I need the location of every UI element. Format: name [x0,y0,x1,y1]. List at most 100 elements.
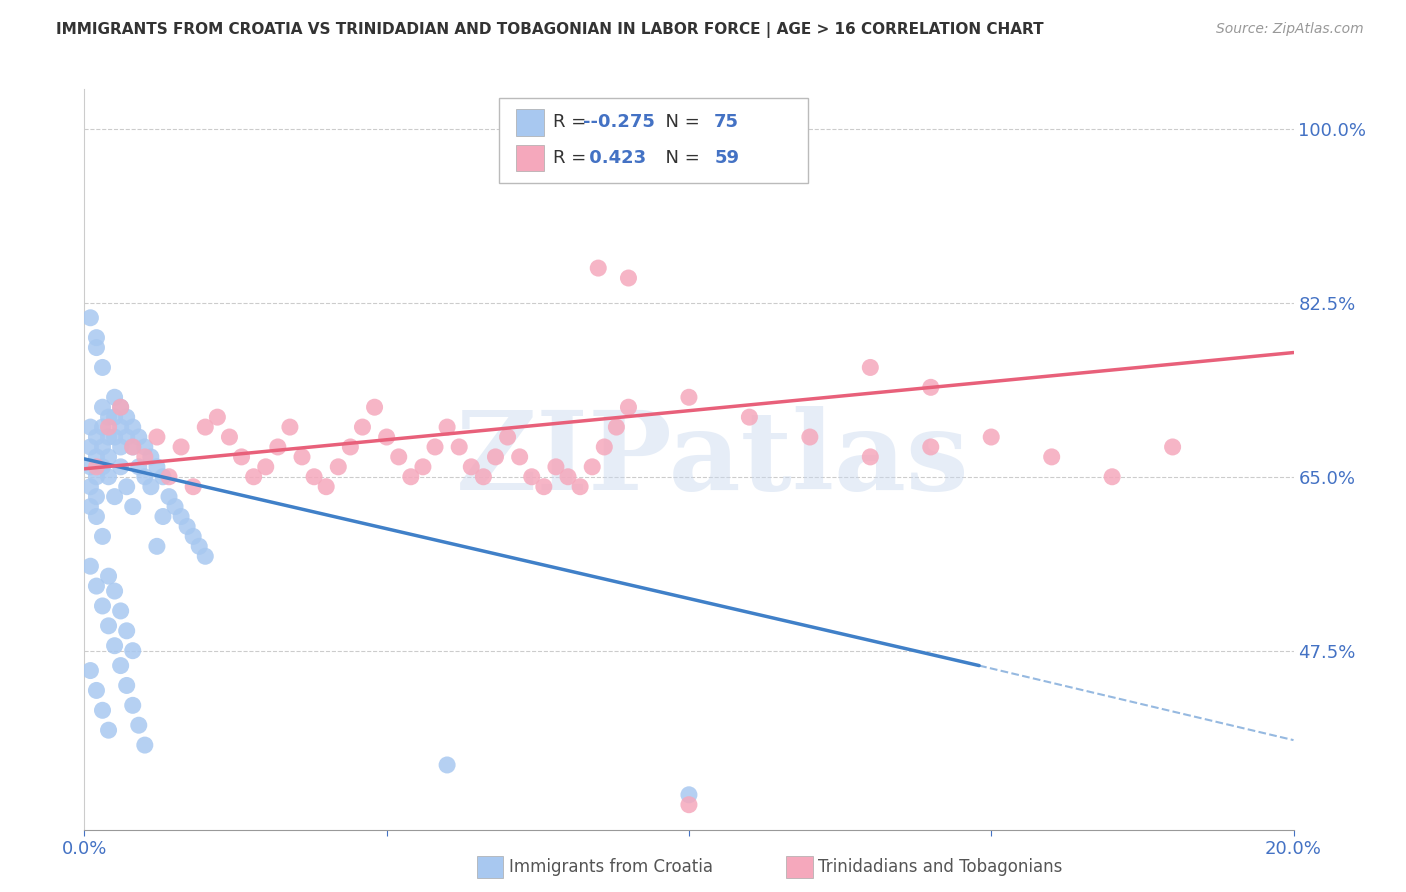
Point [605,420,627,434]
Point [170,440,193,454]
Text: Immigrants from Croatia: Immigrants from Croatia [509,858,713,876]
Point [91,420,114,434]
Point [399,469,422,483]
Point [128,430,150,444]
Point [115,624,138,638]
Text: N =: N = [654,113,706,131]
Point [388,450,411,464]
Point [496,430,519,444]
Point [588,261,610,276]
Point [291,450,314,464]
Point [146,539,169,553]
Point [97,410,120,425]
Point [617,401,640,415]
Point [436,758,458,772]
Point [980,430,1002,444]
Point [79,664,101,678]
Point [97,723,120,738]
Point [176,519,198,533]
Point [859,450,882,464]
Point [79,420,101,434]
Point [146,430,169,444]
Point [1161,440,1184,454]
Point [509,450,531,464]
Text: N =: N = [654,149,706,167]
Point [134,469,156,483]
Point [110,658,132,673]
Point [86,490,108,504]
Point [97,569,120,583]
Point [920,380,942,394]
Point [79,480,101,494]
Point [91,529,114,543]
Point [472,469,495,483]
Point [97,619,120,633]
Point [110,440,132,454]
Text: R =: R = [553,149,592,167]
Point [121,440,143,454]
Point [121,440,143,454]
Point [302,469,325,483]
Point [231,450,253,464]
Point [152,509,174,524]
Point [139,450,162,464]
Point [97,420,120,434]
Point [115,430,138,444]
Point [79,310,101,325]
Point [920,440,942,454]
Point [110,401,132,415]
Point [188,539,211,553]
Text: R =: R = [553,113,592,131]
Point [104,639,127,653]
Point [194,549,217,564]
Point [181,480,204,494]
Text: 0.423: 0.423 [583,149,647,167]
Point [1101,469,1123,483]
Point [423,440,446,454]
Point [520,469,543,483]
Point [157,469,180,483]
Point [104,430,127,444]
Point [86,341,108,355]
Point [79,459,101,474]
Point [859,360,882,375]
Point [97,450,120,464]
Point [115,480,138,494]
Point [91,599,114,613]
Point [86,459,108,474]
Point [104,490,127,504]
Point [91,440,114,454]
Point [86,509,108,524]
Point [484,450,506,464]
Point [121,500,143,514]
Point [581,459,603,474]
Point [146,459,169,474]
Point [91,459,114,474]
Point [254,459,277,474]
Text: 59: 59 [714,149,740,167]
Point [375,430,398,444]
Point [352,420,374,434]
Point [678,797,700,812]
Point [152,469,174,483]
Point [1040,450,1063,464]
Point [121,698,143,713]
Point [86,331,108,345]
Point [533,480,555,494]
Point [110,459,132,474]
Point [557,469,579,483]
Point [134,738,156,752]
Point [121,643,143,657]
Point [121,420,143,434]
Point [460,459,482,474]
Text: IMMIGRANTS FROM CROATIA VS TRINIDADIAN AND TOBAGONIAN IN LABOR FORCE | AGE > 16 : IMMIGRANTS FROM CROATIA VS TRINIDADIAN A… [56,22,1043,38]
Point [79,559,101,574]
Point [278,420,301,434]
Point [170,509,193,524]
Point [207,410,229,425]
Point [134,450,156,464]
Point [86,469,108,483]
Point [110,401,132,415]
Point [617,271,640,285]
Point [104,390,127,404]
